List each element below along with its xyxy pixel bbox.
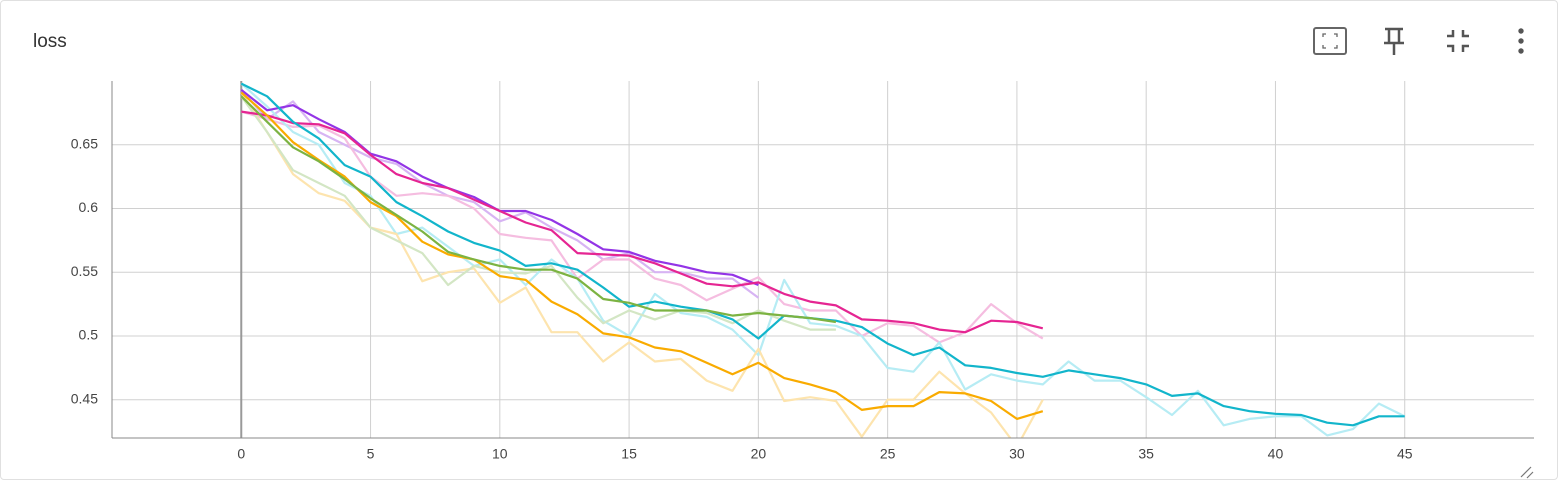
fit-domain-button[interactable] (1313, 27, 1347, 55)
pin-button[interactable] (1384, 27, 1404, 55)
series-line (240, 95, 837, 324)
x-tick-label: 30 (1009, 446, 1025, 462)
chart-title: loss (33, 31, 67, 52)
x-tick-label: 40 (1268, 446, 1284, 462)
more-menu-button[interactable] (1518, 28, 1524, 54)
resize-handle[interactable] (1520, 466, 1534, 479)
x-tick-label: 0 (237, 446, 245, 462)
x-tick-label: 25 (880, 446, 896, 462)
series-line (240, 91, 1044, 420)
x-tick-label: 20 (751, 446, 767, 462)
x-tick-label: 5 (367, 446, 375, 462)
series-line (241, 110, 1044, 334)
series-line (240, 89, 760, 299)
x-tick-label: 10 (492, 446, 508, 462)
x-tick-label: 15 (621, 446, 637, 462)
x-tick-label: 35 (1138, 446, 1154, 462)
y-tick-label: 0.6 (79, 199, 99, 215)
series-line (240, 82, 1405, 427)
x-tick-label: 45 (1397, 446, 1413, 462)
y-tick-label: 0.45 (71, 390, 98, 406)
y-tick-label: 0.5 (79, 327, 99, 343)
series-line (240, 82, 1406, 437)
y-tick-label: 0.65 (71, 135, 98, 151)
collapse-button[interactable] (1447, 30, 1469, 52)
y-tick-label: 0.55 (71, 263, 98, 279)
